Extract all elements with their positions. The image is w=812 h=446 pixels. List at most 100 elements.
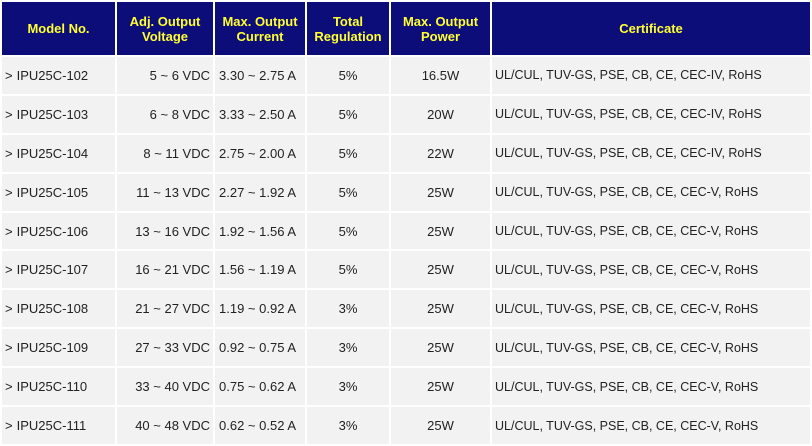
power-cell: 20W: [391, 95, 490, 133]
current-cell: 3.30 ~ 2.75 A: [215, 57, 305, 94]
model-cell: > IPU25C-105: [2, 173, 115, 211]
power-cell: 25W: [391, 212, 490, 250]
voltage-cell: 6 ~ 8 VDC: [117, 95, 213, 133]
model-link[interactable]: IPU25C-109: [16, 340, 89, 356]
header-row: Model No. Adj. Output Voltage Max. Output…: [2, 2, 810, 55]
current-cell: 1.92 ~ 1.56 A: [215, 212, 305, 250]
certificate-cell: UL/CUL, TUV-GS, PSE, CB, CE, CEC-V, RoHS: [492, 212, 810, 250]
voltage-cell: 11 ~ 13 VDC: [117, 173, 213, 211]
model-arrow: >: [5, 379, 13, 395]
voltage-cell: 40 ~ 48 VDC: [117, 407, 213, 444]
current-cell: 0.92 ~ 0.75 A: [215, 329, 305, 367]
current-cell: 2.27 ~ 1.92 A: [215, 173, 305, 211]
voltage-cell: 27 ~ 33 VDC: [117, 329, 213, 367]
power-cell: 22W: [391, 134, 490, 172]
header-max-output-current: Max. Output Current: [215, 2, 305, 55]
model-arrow: >: [5, 418, 13, 433]
certificate-cell: UL/CUL, TUV-GS, PSE, CB, CE, CEC-V, RoHS: [492, 290, 810, 328]
voltage-cell: 8 ~ 11 VDC: [117, 134, 213, 172]
certificate-cell: UL/CUL, TUV-GS, PSE, CB, CE, CEC-IV, RoH…: [492, 95, 810, 133]
model-cell: > IPU25C-106: [2, 212, 115, 250]
model-arrow: >: [5, 184, 13, 200]
regulation-cell: 5%: [307, 57, 389, 94]
model-link[interactable]: IPU25C-104: [16, 145, 89, 161]
power-cell: 25W: [391, 329, 490, 367]
model-cell: > IPU25C-104: [2, 134, 115, 172]
certificate-cell: UL/CUL, TUV-GS, PSE, CB, CE, CEC-V, RoHS: [492, 251, 810, 289]
model-arrow: >: [5, 340, 13, 356]
current-cell: 1.19 ~ 0.92 A: [215, 290, 305, 328]
power-cell: 16.5W: [391, 57, 490, 94]
certificate-cell: UL/CUL, TUV-GS, PSE, CB, CE, CEC-IV, RoH…: [492, 57, 810, 94]
table-header: Model No. Adj. Output Voltage Max. Output…: [2, 2, 810, 55]
current-cell: 0.62 ~ 0.52 A: [215, 407, 305, 444]
header-model-no: Model No.: [2, 2, 115, 55]
regulation-cell: 3%: [307, 407, 389, 444]
model-arrow: >: [5, 301, 13, 317]
voltage-cell: 16 ~ 21 VDC: [117, 251, 213, 289]
model-link[interactable]: IPU25C-106: [16, 223, 89, 239]
table-row: > IPU25C-107 16 ~ 21 VDC 1.56 ~ 1.19 A 5% 25W…: [2, 251, 810, 289]
voltage-cell: 13 ~ 16 VDC: [117, 212, 213, 250]
model-link[interactable]: IPU25C-111: [16, 418, 87, 433]
current-cell: 1.56 ~ 1.19 A: [215, 251, 305, 289]
model-link[interactable]: IPU25C-102: [16, 67, 89, 83]
table-row: > IPU25C-102 5 ~ 6 VDC 3.30 ~ 2.75 A 5% 16.5W…: [2, 57, 810, 94]
model-link[interactable]: IPU25C-107: [16, 262, 89, 278]
table-row: > IPU25C-104 8 ~ 11 VDC 2.75 ~ 2.00 A 5% 22W U…: [2, 134, 810, 172]
table-row: > IPU25C-110 33 ~ 40 VDC 0.75 ~ 0.62 A 3% 25W…: [2, 368, 810, 406]
regulation-cell: 3%: [307, 290, 389, 328]
regulation-cell: 3%: [307, 368, 389, 406]
model-cell: > IPU25C-102: [2, 57, 115, 94]
model-arrow: >: [5, 106, 13, 122]
certificate-cell: UL/CUL, TUV-GS, PSE, CB, CE, CEC-V, RoHS: [492, 329, 810, 367]
header-adj-output-voltage: Adj. Output Voltage: [117, 2, 213, 55]
table-row: > IPU25C-105 11 ~ 13 VDC 2.27 ~ 1.92 A 5% 25W…: [2, 173, 810, 211]
certificate-cell: UL/CUL, TUV-GS, PSE, CB, CE, CEC-IV, RoH…: [492, 134, 810, 172]
header-certificate: Certificate: [492, 2, 810, 55]
current-cell: 3.33 ~ 2.50 A: [215, 95, 305, 133]
model-arrow: >: [5, 223, 13, 239]
table-body: > IPU25C-102 5 ~ 6 VDC 3.30 ~ 2.75 A 5% 16.5W…: [2, 57, 810, 444]
regulation-cell: 5%: [307, 134, 389, 172]
power-cell: 25W: [391, 173, 490, 211]
current-cell: 0.75 ~ 0.62 A: [215, 368, 305, 406]
model-cell: > IPU25C-111: [2, 407, 115, 444]
table-row: > IPU25C-103 6 ~ 8 VDC 3.33 ~ 2.50 A 5% 20W UL…: [2, 95, 810, 133]
table-row: > IPU25C-111 40 ~ 48 VDC 0.62 ~ 0.52 A 3% 25W…: [2, 407, 810, 444]
current-cell: 2.75 ~ 2.00 A: [215, 134, 305, 172]
power-cell: 25W: [391, 251, 490, 289]
model-link[interactable]: IPU25C-105: [16, 184, 89, 200]
power-cell: 25W: [391, 368, 490, 406]
table-row: > IPU25C-108 21 ~ 27 VDC 1.19 ~ 0.92 A 3% 25W…: [2, 290, 810, 328]
regulation-cell: 5%: [307, 173, 389, 211]
model-cell: > IPU25C-109: [2, 329, 115, 367]
header-max-output-power: Max. Output Power: [391, 2, 490, 55]
regulation-cell: 3%: [307, 329, 389, 367]
voltage-cell: 5 ~ 6 VDC: [117, 57, 213, 94]
model-arrow: >: [5, 145, 13, 161]
table-row: > IPU25C-109 27 ~ 33 VDC 0.92 ~ 0.75 A 3% 25W…: [2, 329, 810, 367]
voltage-cell: 33 ~ 40 VDC: [117, 368, 213, 406]
certificate-cell: UL/CUL, TUV-GS, PSE, CB, CE, CEC-V, RoHS: [492, 407, 810, 444]
table-row: > IPU25C-106 13 ~ 16 VDC 1.92 ~ 1.56 A 5% 25W…: [2, 212, 810, 250]
header-total-regulation: Total Regulation: [307, 2, 389, 55]
model-link[interactable]: IPU25C-110: [16, 379, 88, 395]
power-cell: 25W: [391, 290, 490, 328]
voltage-cell: 21 ~ 27 VDC: [117, 290, 213, 328]
certificate-cell: UL/CUL, TUV-GS, PSE, CB, CE, CEC-V, RoHS: [492, 368, 810, 406]
model-link[interactable]: IPU25C-108: [16, 301, 89, 317]
regulation-cell: 5%: [307, 212, 389, 250]
model-cell: > IPU25C-108: [2, 290, 115, 328]
power-cell: 25W: [391, 407, 490, 444]
model-arrow: >: [5, 262, 13, 278]
model-cell: > IPU25C-107: [2, 251, 115, 289]
regulation-cell: 5%: [307, 251, 389, 289]
model-cell: > IPU25C-103: [2, 95, 115, 133]
model-arrow: >: [5, 67, 13, 83]
model-cell: > IPU25C-110: [2, 368, 115, 406]
certificate-cell: UL/CUL, TUV-GS, PSE, CB, CE, CEC-V, RoHS: [492, 173, 810, 211]
regulation-cell: 5%: [307, 95, 389, 133]
model-link[interactable]: IPU25C-103: [16, 106, 89, 122]
